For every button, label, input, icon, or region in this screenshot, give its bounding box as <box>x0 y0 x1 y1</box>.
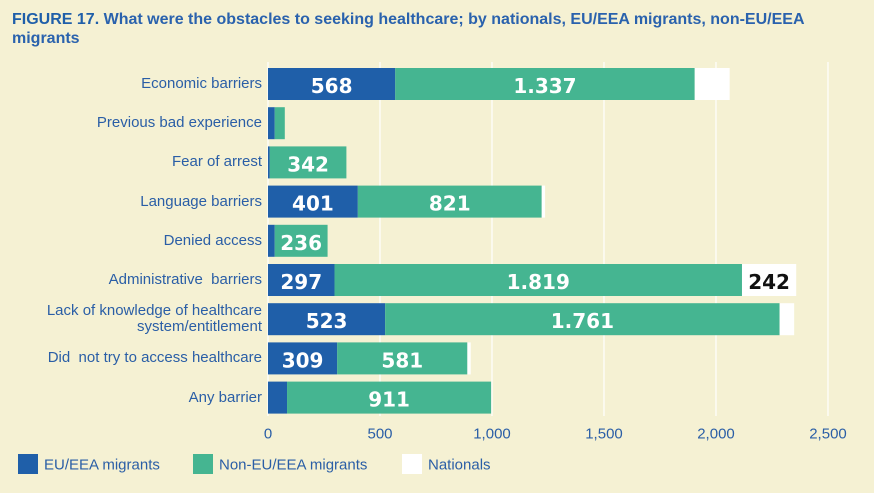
bar-segment <box>334 264 742 296</box>
legend-label: EU/EEA migrants <box>44 457 160 474</box>
legend-swatch <box>193 454 213 474</box>
bar-segment <box>395 68 695 100</box>
category-label: Lack of knowledge of healthcare system/e… <box>46 302 267 336</box>
category-label: Denied access <box>163 231 262 249</box>
bar-segment <box>268 381 288 414</box>
data-label: 568 <box>311 74 353 98</box>
data-label: 1.819 <box>507 270 570 294</box>
bar-segment <box>541 185 546 218</box>
bar-segment <box>268 224 275 257</box>
data-label: 523 <box>306 309 348 333</box>
data-label: 1.761 <box>551 309 614 333</box>
x-tick-label: 1,500 <box>585 426 623 443</box>
bar-segment <box>268 107 275 140</box>
bar-segment <box>694 68 730 100</box>
legend-label: Non-EU/EEA migrants <box>219 457 367 474</box>
bar-segment <box>274 224 328 257</box>
bar-segment <box>337 342 468 375</box>
category-label: Economic barriers <box>141 75 262 92</box>
bar-segment <box>467 342 471 375</box>
x-tick-label: 500 <box>367 426 392 443</box>
data-label: 242 <box>748 270 790 294</box>
bar-segment <box>274 107 285 140</box>
category-label: Administrative barriers <box>108 271 262 288</box>
data-label: 342 <box>287 152 329 176</box>
bar-segment <box>357 185 542 218</box>
bar-segment <box>779 303 795 336</box>
category-label: Fear of arrest <box>171 153 262 171</box>
bar-segment <box>269 146 347 179</box>
legend-label: Nationals <box>428 457 491 474</box>
data-label: 401 <box>292 192 334 216</box>
data-label: 581 <box>381 348 423 372</box>
data-label: 821 <box>429 192 471 216</box>
legend-swatch <box>18 454 38 474</box>
x-tick-label: 0 <box>264 426 272 443</box>
category-label: Any barrier <box>188 388 262 406</box>
bar-segment <box>385 303 780 336</box>
data-label: 911 <box>368 388 410 412</box>
data-label: 297 <box>280 270 322 294</box>
bar-segment <box>268 68 396 100</box>
category-label: Previous bad experience <box>96 114 262 132</box>
chart-title: What were the obstacles to seeking healt… <box>12 11 804 47</box>
data-label: 1.337 <box>513 74 576 98</box>
data-label: 236 <box>280 231 322 255</box>
legend-swatch <box>402 454 422 474</box>
category-label: Did not try to access healthcare <box>47 349 262 367</box>
bar-segment <box>287 381 492 414</box>
title-block: FIGURE 17. What were the obstacles to se… <box>12 10 862 48</box>
x-tick-label: 1,000 <box>473 426 511 443</box>
category-label: Language barriers <box>140 192 262 210</box>
bar-segment <box>268 342 338 375</box>
x-tick-label: 2,000 <box>697 426 735 443</box>
bar-segment <box>741 264 797 296</box>
bar-segment <box>268 146 270 179</box>
bar-segment <box>268 185 358 218</box>
x-tick-label: 2,500 <box>809 426 847 443</box>
bar-segment <box>268 303 386 336</box>
figure-label: FIGURE 17. <box>12 11 100 28</box>
bar-segment <box>268 264 335 296</box>
data-label: 309 <box>282 348 324 372</box>
